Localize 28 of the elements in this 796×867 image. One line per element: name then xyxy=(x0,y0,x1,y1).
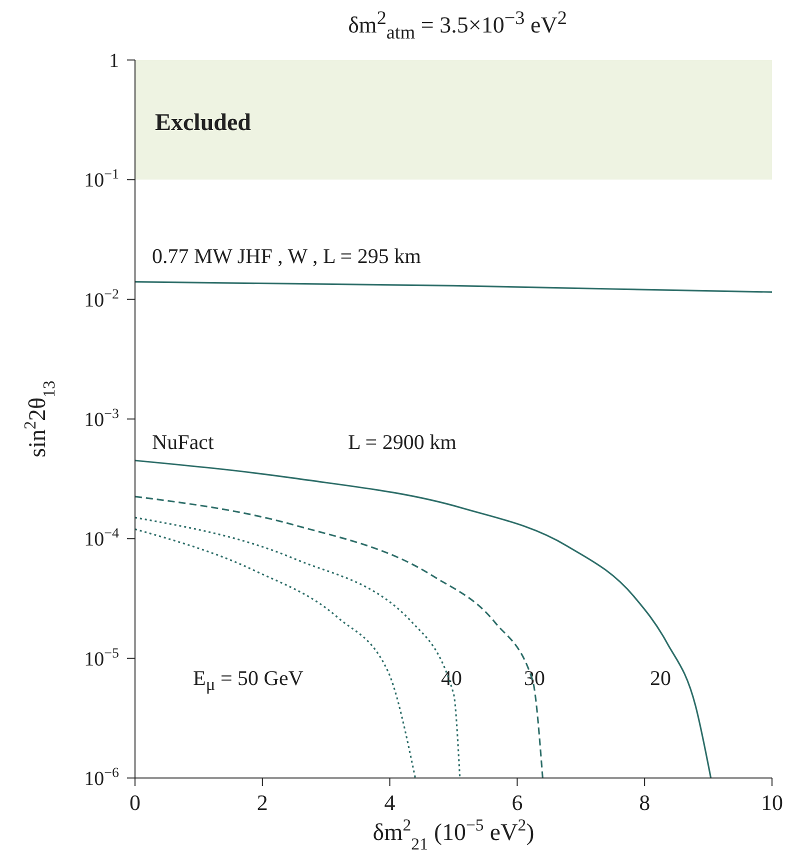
x-tick-label: 10 xyxy=(761,790,783,815)
y-tick-label: 10$^{−2}$ xyxy=(84,287,119,312)
annotation: L = 2900 km xyxy=(348,430,456,454)
line-series xyxy=(135,528,416,778)
band-label: Excluded xyxy=(155,110,252,136)
line-series xyxy=(135,460,712,778)
annotation: 0.77 MW JHF , W , L = 295 km xyxy=(152,244,421,268)
line-series xyxy=(135,496,544,778)
x-tick-label: 0 xyxy=(130,790,140,815)
x-tick-label: 8 xyxy=(639,790,650,815)
chart-title: δm$^{2}$$_{atm}$ = 3.5×10$^{−3}$ eV$^{2}$ xyxy=(347,8,568,44)
y-tick-label: 10$^{−5}$ xyxy=(84,646,119,670)
annotation: NuFact xyxy=(152,430,214,454)
y-tick-label: 10$^{−3}$ xyxy=(84,407,119,431)
line-series xyxy=(135,281,772,293)
y-tick-label: 10$^{−1}$ xyxy=(84,168,119,192)
annotation: 40 xyxy=(441,666,462,690)
x-tick-label: 2 xyxy=(256,790,268,815)
x-tick-label: 4 xyxy=(384,790,396,815)
x-axis-title: δm$^{2}$$_{21}$ (10$^{−5}$ eV$^{2}$) xyxy=(372,815,534,854)
y-tick-label: 1 xyxy=(109,50,119,72)
annotation: 30 xyxy=(524,666,545,690)
y-tick-label: 10$^{−4}$ xyxy=(84,526,119,551)
line-series xyxy=(135,516,461,778)
annotation: E$_{μ}$ = 50 GeV xyxy=(193,666,304,694)
annotation: 20 xyxy=(650,666,671,690)
x-tick-label: 6 xyxy=(512,790,523,815)
y-tick-label: 10$^{−6}$ xyxy=(84,766,119,790)
